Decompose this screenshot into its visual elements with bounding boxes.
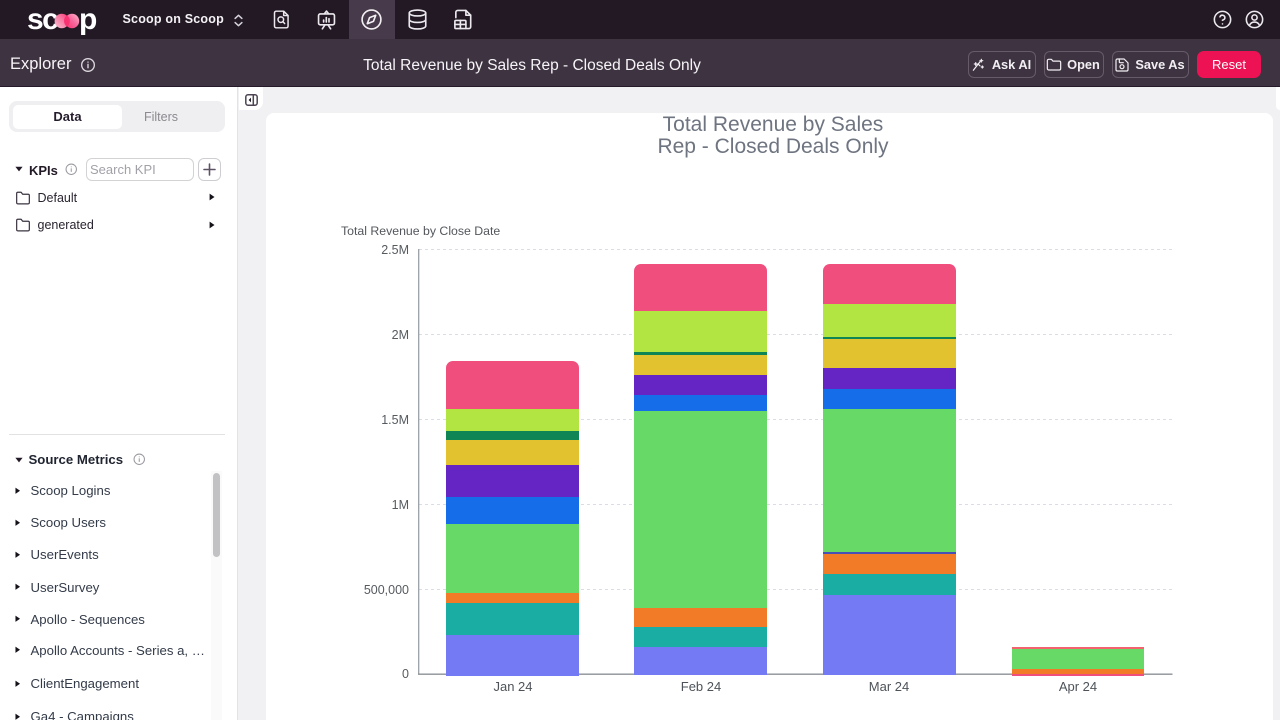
svg-text:p: p [79, 4, 97, 36]
svg-text:sc: sc [27, 4, 58, 36]
